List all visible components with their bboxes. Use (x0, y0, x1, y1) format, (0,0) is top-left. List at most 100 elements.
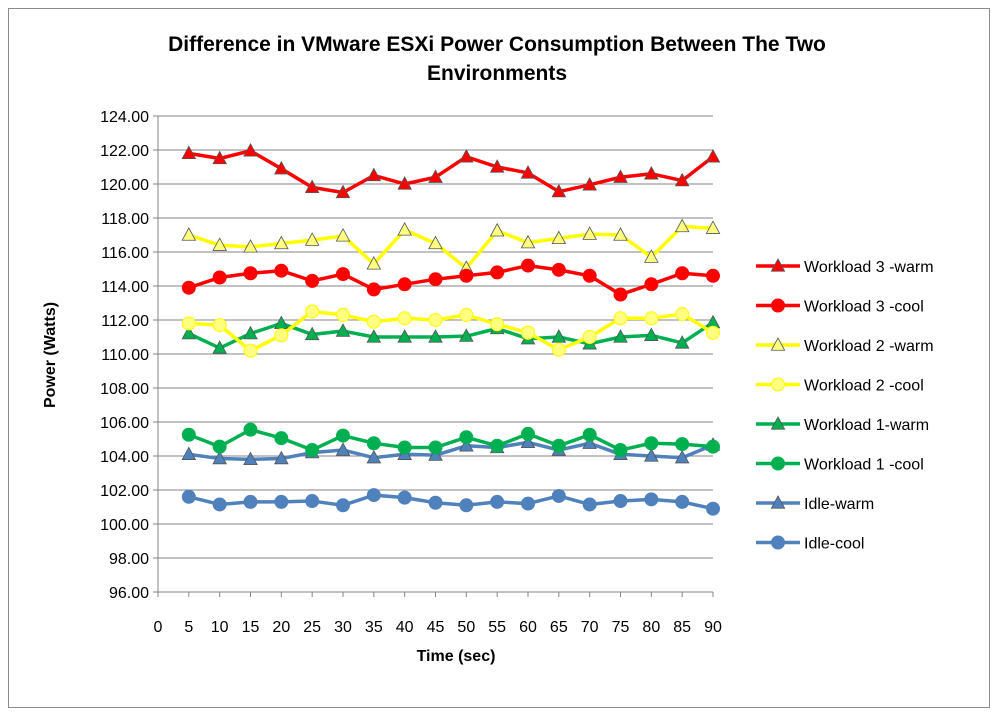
data-point (613, 329, 628, 343)
data-point (335, 442, 351, 456)
data-point (366, 488, 381, 503)
data-point (304, 179, 320, 194)
data-point (366, 314, 381, 329)
data-point (459, 437, 474, 452)
legend-marker (771, 377, 785, 392)
data-point (243, 451, 258, 466)
data-point (212, 150, 227, 165)
data-point (582, 330, 597, 344)
data-point (705, 220, 721, 234)
y-tick-label: 106.00 (100, 415, 149, 432)
data-point (613, 311, 628, 326)
data-point (274, 235, 289, 250)
series-idle-warm (181, 434, 721, 466)
axes: 96.00 98.00 100.00 102.00 104.00 106.00 108.00… (100, 109, 722, 636)
series-line (188, 493, 714, 511)
data-point (520, 165, 536, 179)
data-point (274, 263, 289, 278)
data-point (366, 436, 381, 451)
legend-label: Workload 3 -warm (804, 259, 934, 276)
data-point (243, 343, 258, 358)
series-workload-2-warm (181, 218, 721, 274)
chart-title-line-2: Environments (427, 62, 567, 85)
data-point (181, 446, 197, 460)
data-point (336, 498, 350, 513)
y-tick-label: 124.00 (100, 109, 149, 126)
data-point (459, 328, 474, 342)
data-point (305, 494, 320, 509)
data-point (274, 315, 289, 330)
data-point (644, 311, 659, 326)
series-line (188, 149, 715, 195)
x-tick-label: 55 (488, 619, 506, 636)
data-point (459, 307, 474, 322)
data-point (582, 497, 597, 512)
data-point (551, 230, 567, 245)
data-point (428, 313, 443, 327)
legend-item: Workload 3 -warm (756, 258, 934, 276)
data-point (274, 160, 289, 175)
y-tick-label: 100.00 (100, 517, 149, 534)
data-point (613, 227, 628, 241)
legend-item: Workload 2 -warm (756, 337, 934, 355)
x-axis-title: Time (sec) (417, 648, 496, 665)
data-point (212, 340, 227, 354)
data-point (366, 282, 381, 297)
x-tick-label: 20 (272, 619, 290, 636)
x-tick-label: 40 (396, 619, 414, 636)
data-point (674, 449, 690, 464)
legend-item: Workload 3 -cool (756, 298, 924, 316)
data-point (305, 443, 320, 458)
data-point (674, 218, 690, 233)
data-point (459, 268, 474, 283)
data-point (675, 266, 690, 281)
legend-label: Idle-warm (804, 496, 874, 513)
data-point (243, 239, 258, 253)
y-axis-title: Power (Watts) (42, 302, 59, 408)
y-tick-label: 98.00 (109, 551, 149, 568)
data-point (490, 317, 505, 332)
y-tick-label: 108.00 (100, 381, 149, 398)
y-tick-label: 116.00 (101, 245, 149, 262)
data-point (243, 325, 258, 340)
series-workload-1-cool (181, 422, 720, 458)
y-tick-label: 118.00 (101, 211, 149, 228)
series-line (188, 309, 714, 353)
data-point (335, 184, 351, 199)
y-tick-label: 96.00 (109, 585, 149, 602)
data-point (490, 438, 505, 453)
data-point (675, 437, 690, 452)
data-point (644, 448, 659, 462)
series-workload-1-warm (181, 314, 721, 354)
data-point (366, 256, 382, 270)
series-line (188, 263, 714, 297)
y-tick-label: 104.00 (100, 449, 149, 466)
data-point (274, 328, 289, 343)
data-point (644, 277, 659, 292)
data-point (181, 280, 196, 295)
data-point (243, 266, 258, 281)
series-line (188, 440, 714, 462)
x-tick-label: 85 (673, 619, 691, 636)
legend-marker (770, 337, 786, 351)
data-point (582, 177, 597, 191)
y-tick-label: 110.00 (101, 347, 149, 364)
data-point (674, 172, 690, 187)
data-point (644, 492, 659, 507)
series-workload-3-warm (181, 143, 721, 199)
data-point (212, 318, 227, 333)
y-tick-label: 114.00 (101, 279, 149, 296)
data-point (243, 143, 258, 157)
data-point (305, 273, 320, 288)
data-point (274, 450, 289, 465)
data-point (459, 148, 474, 163)
data-point (397, 329, 412, 343)
data-point (644, 249, 659, 263)
data-point (212, 237, 227, 251)
data-point (305, 304, 320, 319)
x-tick-label: 35 (365, 619, 383, 636)
data-point (397, 490, 412, 505)
legend: Workload 3 -warm Workload 3 -cool Workload… (756, 258, 934, 553)
data-point (274, 494, 289, 509)
data-point (551, 438, 566, 453)
